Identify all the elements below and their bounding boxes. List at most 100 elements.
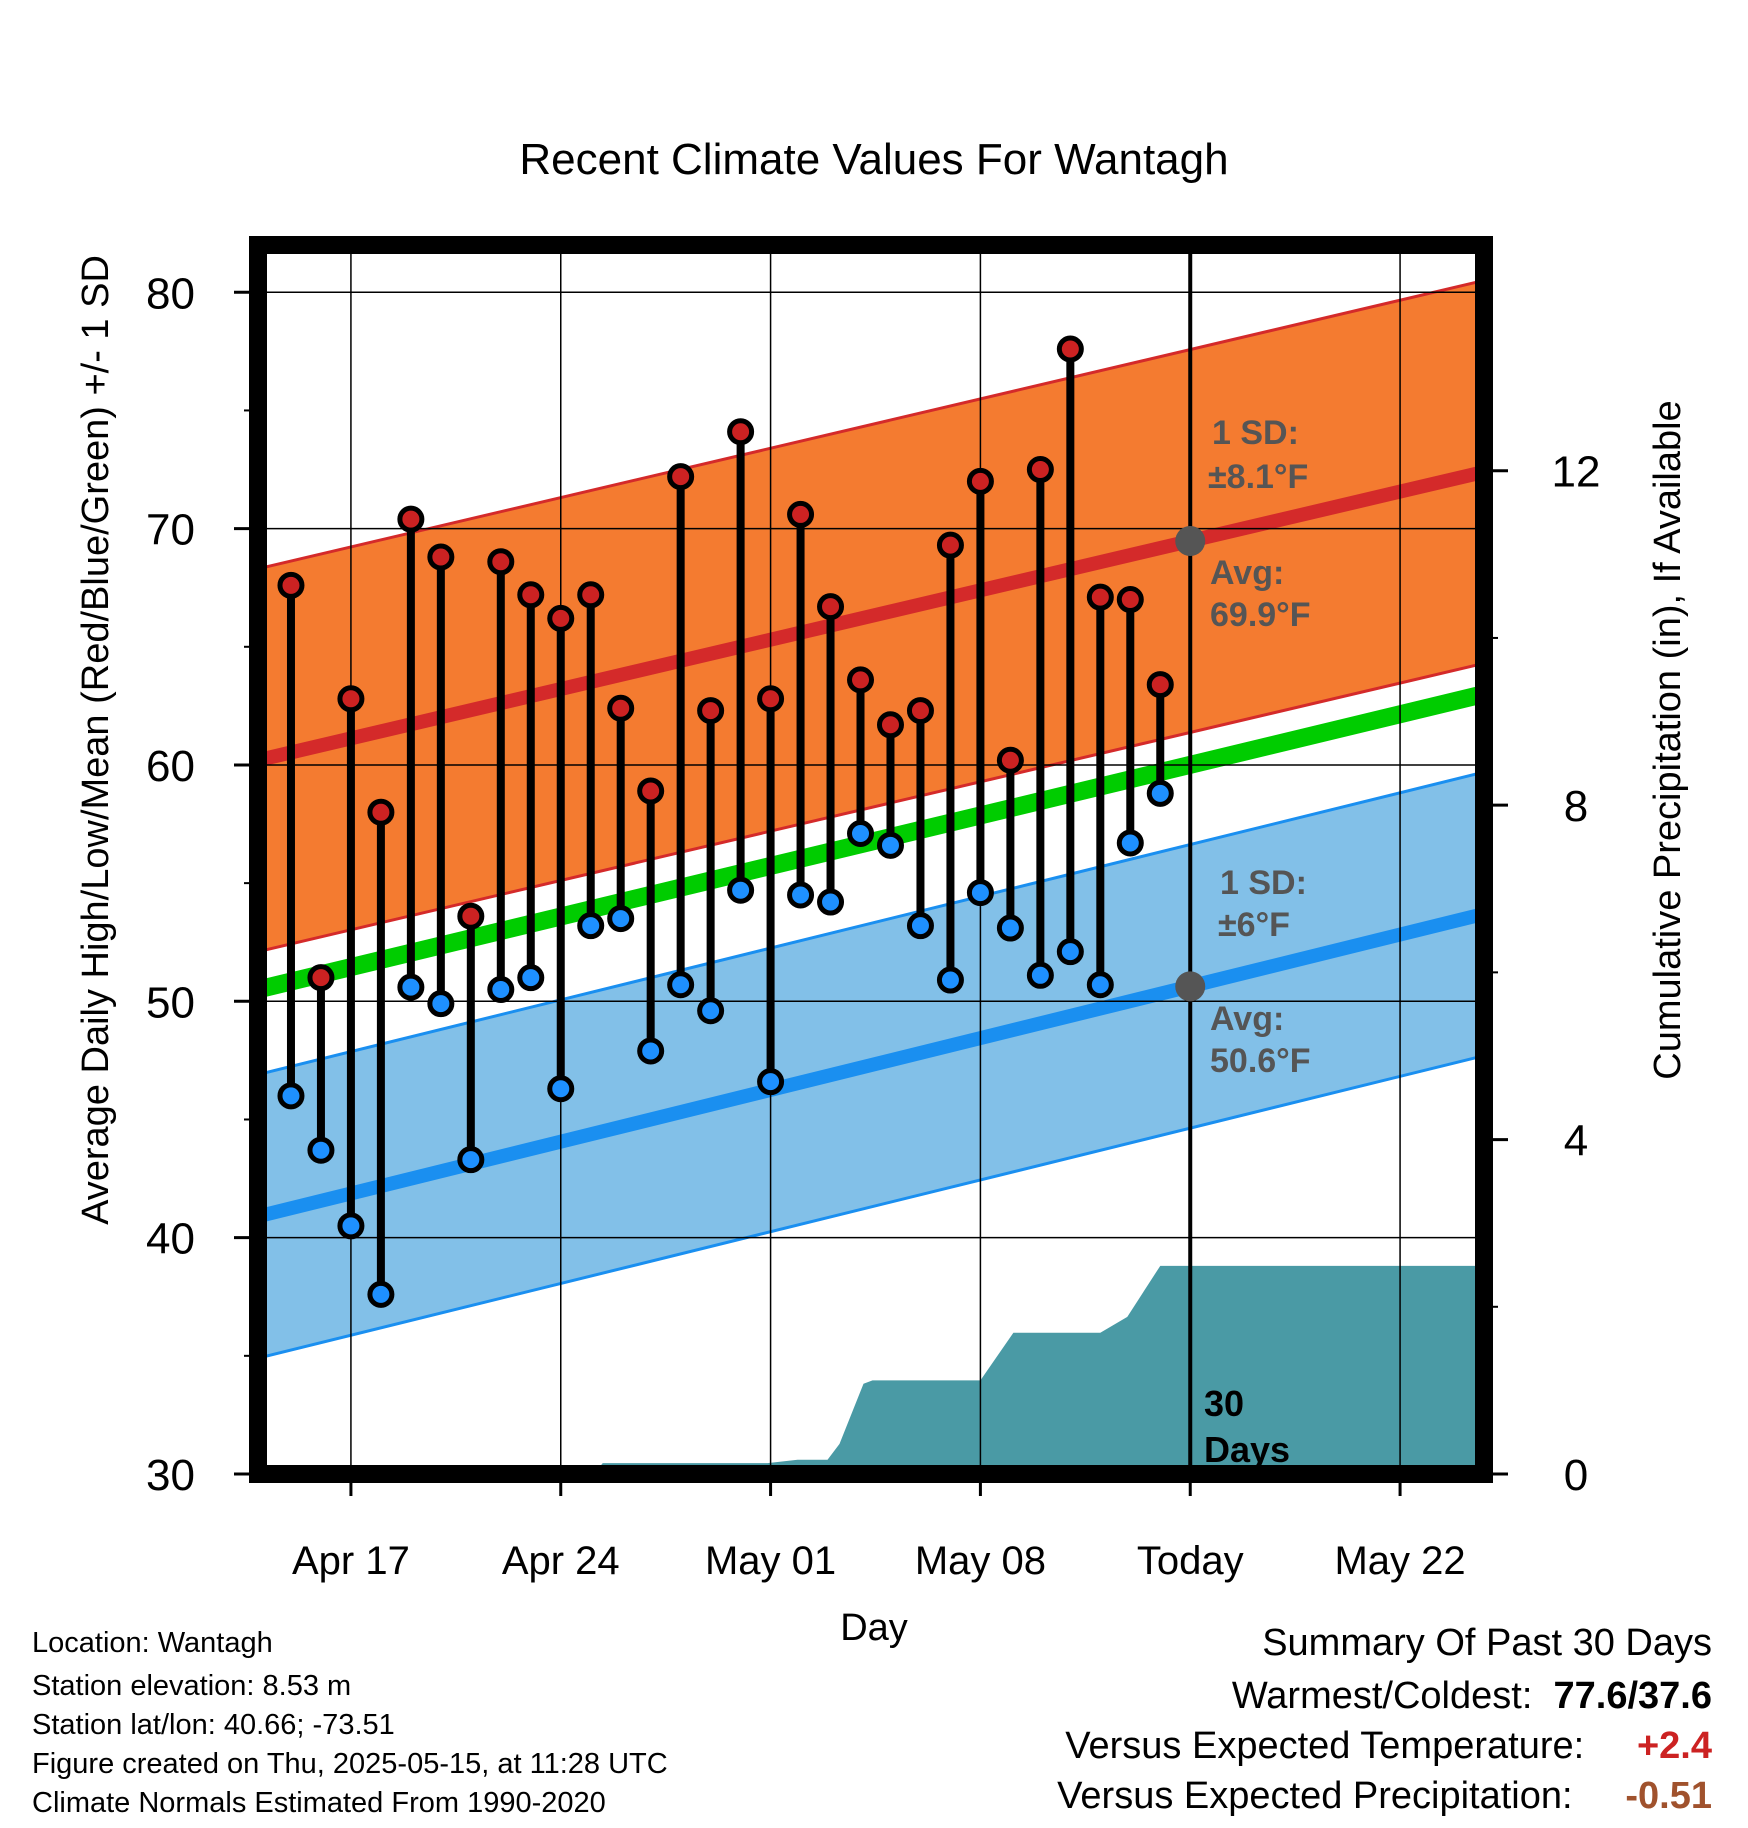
- daily-low-point: [787, 881, 815, 909]
- y-tick-label: 60: [146, 742, 195, 791]
- created-info: Figure created on Thu, 2025-05-15, at 11…: [32, 1748, 668, 1780]
- x-tick-label: May 08: [915, 1539, 1046, 1583]
- summary-heading: Summary Of Past 30 Days: [1262, 1622, 1712, 1665]
- plot-frame: [249, 236, 1493, 1483]
- daily-high-point: [427, 543, 455, 571]
- daily-high-point: [906, 697, 934, 725]
- daily-high-point: [367, 798, 395, 826]
- daily-high-point: [1116, 586, 1144, 614]
- high-avg-value: 69.9°F: [1210, 596, 1311, 634]
- location-info: Location: Wantagh: [32, 1627, 273, 1659]
- daily-low-point: [966, 879, 994, 907]
- daily-high-point: [457, 902, 485, 930]
- low-sd-label: 1 SD:: [1220, 864, 1307, 902]
- daily-low-point: [397, 973, 425, 1001]
- y2-axis-ticks: 0 4 8 12: [1484, 448, 1600, 1500]
- daily-high-point: [637, 777, 665, 805]
- daily-high-point: [277, 571, 305, 599]
- daily-low-point: [996, 914, 1024, 942]
- summary-precipitation: Versus Expected Precipitation: -0.51: [1057, 1775, 1712, 1818]
- summary-heading-text: Summary Of Past 30 Days: [1262, 1622, 1712, 1664]
- daily-high-point: [996, 746, 1024, 774]
- x-tick-label: May 01: [705, 1539, 836, 1583]
- high-sd-lower-line: [257, 661, 1485, 954]
- latlon-info: Station lat/lon: 40.66; -73.51: [32, 1709, 395, 1741]
- daily-high-point: [397, 505, 425, 533]
- x-axis-label: Day: [840, 1607, 908, 1649]
- y-tick-label: 50: [146, 978, 195, 1027]
- daily-high-point: [577, 581, 605, 609]
- precip-value: -0.51: [1625, 1775, 1712, 1817]
- x-tick-label: Today: [1137, 1539, 1244, 1583]
- daily-low-point: [487, 975, 515, 1003]
- low-sd-value: ±6°F: [1218, 906, 1290, 944]
- y-tick-label: 40: [146, 1215, 195, 1264]
- daily-low-point: [517, 964, 545, 992]
- temp-value: +2.4: [1636, 1725, 1712, 1767]
- daily-high-point: [667, 463, 695, 491]
- daily-low-point: [1026, 961, 1054, 989]
- chart-title: Recent Climate Values For Wantagh: [519, 135, 1228, 184]
- y-tick-label: 30: [146, 1451, 195, 1500]
- observation-stems: [277, 335, 1174, 1308]
- y-axis-ticks: 30 40 50 60 70 80: [146, 269, 258, 1500]
- daily-low-point: [847, 820, 875, 848]
- y2-axis-label: Cumulative Precipitation (in), If Availa…: [1647, 400, 1689, 1079]
- summary-warm-cold: Warmest/Coldest: 77.6/37.6: [1232, 1675, 1712, 1718]
- daily-high-point: [936, 531, 964, 559]
- daily-high-point: [307, 964, 335, 992]
- x-axis-ticks: Apr 17 Apr 24 May 01 May 08 Today May 22: [292, 1474, 1466, 1583]
- daily-high-point: [787, 500, 815, 528]
- high-average-line: [256, 465, 1486, 768]
- daily-low-point: [817, 888, 845, 916]
- today-low-average-marker: [1175, 971, 1206, 1002]
- daily-high-point: [847, 666, 875, 694]
- y-axis-label: Average Daily High/Low/Mean (Red/Blue/Gr…: [75, 255, 117, 1225]
- daily-low-point: [457, 1146, 485, 1174]
- daily-high-point: [1086, 583, 1114, 611]
- low-avg-value: 50.6°F: [1210, 1042, 1311, 1080]
- temp-label: Versus Expected Temperature:: [1065, 1725, 1585, 1767]
- daily-low-point: [1116, 829, 1144, 857]
- daily-low-point: [667, 971, 695, 999]
- low-sd-upper-line: [257, 770, 1485, 1077]
- daily-low-point: [607, 905, 635, 933]
- x-tick-label: May 22: [1334, 1539, 1465, 1583]
- y2-tick-label: 0: [1564, 1451, 1588, 1500]
- low-avg-label: Avg:: [1210, 1000, 1284, 1038]
- high-sd-value: ±8.1°F: [1208, 458, 1308, 496]
- x-tick-label: Apr 24: [502, 1539, 620, 1583]
- daily-low-point: [307, 1136, 335, 1164]
- daily-high-point: [966, 467, 994, 495]
- daily-low-point: [697, 997, 725, 1025]
- daily-low-point: [727, 876, 755, 904]
- y2-tick-label: 4: [1564, 1117, 1588, 1166]
- days-word-label: Days: [1204, 1429, 1290, 1470]
- daily-low-point: [906, 912, 934, 940]
- precip-label: Versus Expected Precipitation:: [1057, 1775, 1573, 1817]
- y2-tick-label: 12: [1552, 448, 1601, 497]
- daily-high-point: [1146, 671, 1174, 699]
- daily-low-point: [637, 1037, 665, 1065]
- daily-low-point: [876, 831, 904, 859]
- normals-info: Climate Normals Estimated From 1990-2020: [32, 1787, 606, 1819]
- days-count-label: 30: [1204, 1383, 1244, 1424]
- daily-low-point: [936, 966, 964, 994]
- daily-high-point: [607, 694, 635, 722]
- summary-temperature: Versus Expected Temperature: +2.4: [1065, 1725, 1712, 1768]
- precipitation-area: [593, 1265, 1484, 1474]
- y-tick-label: 80: [146, 269, 195, 318]
- daily-low-point: [547, 1075, 575, 1103]
- daily-low-point: [577, 912, 605, 940]
- x-tick-label: Apr 17: [292, 1539, 410, 1583]
- daily-low-point: [1086, 971, 1114, 999]
- daily-high-point: [1056, 335, 1084, 363]
- high-sd-label: 1 SD:: [1212, 414, 1299, 452]
- daily-high-point: [727, 418, 755, 446]
- daily-high-point: [487, 548, 515, 576]
- warm-cold-value: 77.6/37.6: [1553, 1675, 1712, 1717]
- daily-low-point: [1146, 779, 1174, 807]
- y-tick-label: 70: [146, 506, 195, 555]
- y2-tick-label: 8: [1564, 782, 1588, 831]
